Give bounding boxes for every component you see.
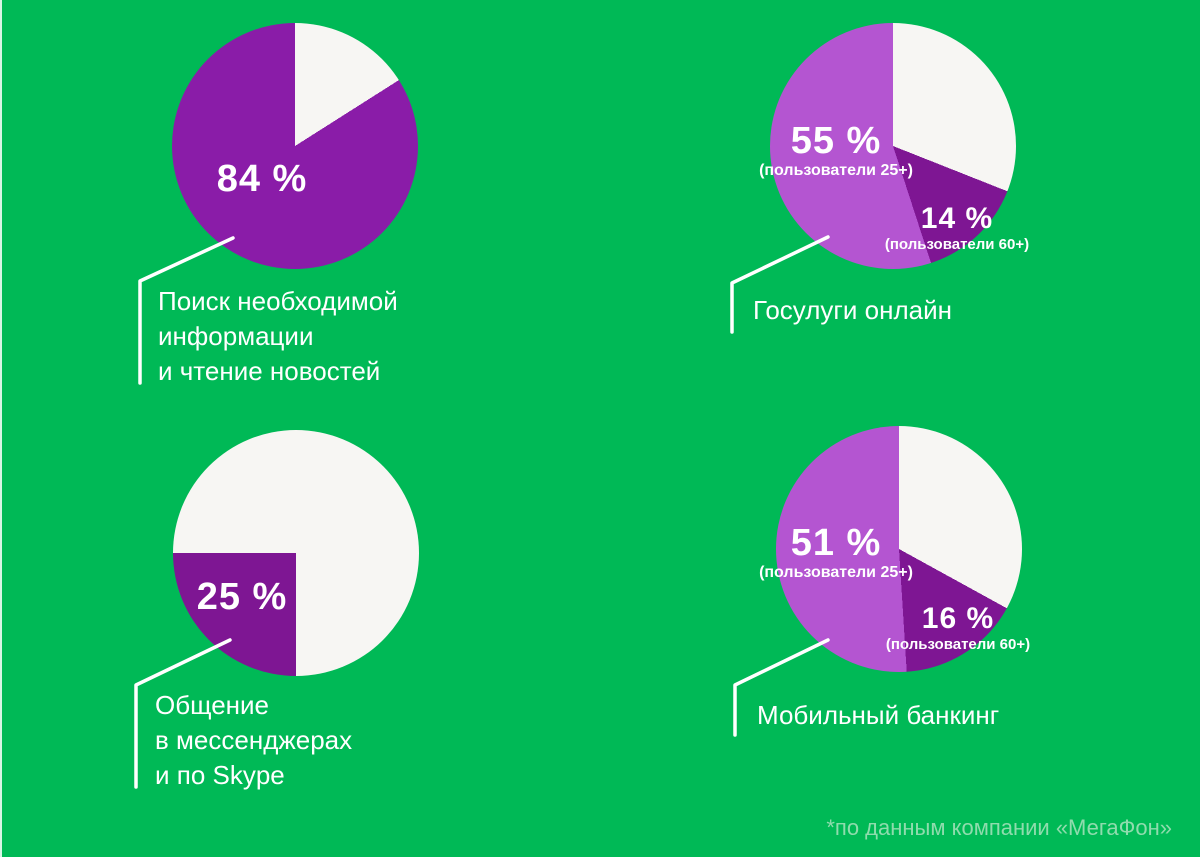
slice-percent: 14 % xyxy=(920,202,994,235)
slice-percent: 16 % xyxy=(921,602,995,635)
slice-group: (пользователи 25+) xyxy=(759,564,913,581)
leader-line-mobile-banking xyxy=(733,638,830,737)
slice-percent: 51 % xyxy=(790,522,882,564)
caption-line: Госулуги онлайн xyxy=(753,295,952,325)
pie-gov-services-online xyxy=(770,23,1016,269)
slice-percent: 84 % xyxy=(216,158,308,200)
slice-label-mobile-banking: 51 % (пользователи 25+) xyxy=(686,524,986,581)
caption-line: и по Skype xyxy=(155,760,285,790)
slice-group: (пользователи 60+) xyxy=(884,236,1030,253)
slice-group: (пользователи 60+) xyxy=(885,636,1031,653)
caption-line: и чтение новостей xyxy=(158,356,381,386)
chart-caption-gov-services-online: Госулуги онлайн xyxy=(753,293,952,328)
slice-group: (пользователи 25+) xyxy=(759,162,913,179)
slice-label-messengers-skype: 25 % xyxy=(92,578,392,616)
caption-line: Общение xyxy=(155,690,270,720)
caption-line: Поиск необходимой xyxy=(158,286,398,316)
slice-percent: 55 % xyxy=(790,120,882,162)
leader-line-messengers-skype xyxy=(134,638,232,789)
left-edge-artifact xyxy=(0,0,2,857)
slice-label-gov-services-online: 55 % (пользователи 25+) xyxy=(686,122,986,179)
leader-line-search-and-news xyxy=(138,236,235,385)
leader-line-gov-services-online xyxy=(730,235,830,334)
chart-caption-search-and-news: Поиск необходимой информации и чтение ново… xyxy=(158,284,398,389)
slice-label-mobile-banking: 16 % (пользователи 60+) xyxy=(808,602,1108,653)
pie-search-and-news xyxy=(172,23,418,269)
pie-messengers-skype xyxy=(173,430,419,676)
slice-label-gov-services-online: 14 % (пользователи 60+) xyxy=(807,202,1107,253)
slice-label-search-and-news: 84 % xyxy=(112,160,412,198)
chart-caption-messengers-skype: Общение в мессенджерах и по Skype xyxy=(155,688,352,793)
caption-line: Мобильный банкинг xyxy=(757,700,1000,730)
slice-percent: 25 % xyxy=(196,576,288,618)
pie-mobile-banking xyxy=(776,426,1022,672)
chart-caption-mobile-banking: Мобильный банкинг xyxy=(757,698,999,733)
source-note: *по данным компании «МегаФон» xyxy=(826,815,1172,840)
caption-line: в мессенджерах xyxy=(155,725,353,755)
caption-line: информации xyxy=(158,321,314,351)
